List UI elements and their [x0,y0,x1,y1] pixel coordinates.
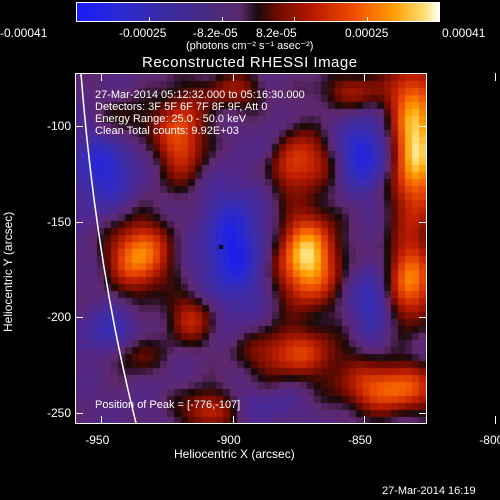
x-tick-mark [363,416,365,424]
colorbar-tick-label-1: -0.00025 [119,26,167,40]
x-tick-label: -800 [479,433,500,447]
x-tick-mark [495,416,497,424]
colorbar-tick-label-0: -0.00041 [0,26,48,40]
rhessi-heatmap [76,74,426,423]
x-tick-label: -950 [85,433,110,447]
y-tick-mark-right [419,221,427,223]
y-tick-mark [75,412,83,414]
colorbar-tick [439,17,440,22]
info-line-2: Energy Range: 25.0 - 50.0 keV [95,113,247,125]
colorbar-units-label: (photons cm⁻² s⁻¹ asec⁻²) [186,40,314,52]
x-tick-label: -850 [347,433,372,447]
x-tick-mark-top [495,73,497,81]
x-tick-mark-top [232,73,234,81]
plot-area: 27-Mar-2014 05:12:32.000 to 05:16:30.000… [75,73,427,424]
y-tick-mark [75,126,83,128]
colorbar-tick-label-2: -8.2e-05 [193,26,238,40]
y-tick-label: -250 [46,405,71,420]
colorbar-tick-label-3: 8.2e-05 [256,26,297,40]
x-tick-mark-top [101,73,103,81]
colorbar-tick [221,17,223,22]
center-marker [219,245,223,249]
y-tick-label: -100 [46,119,71,134]
plot-title: Reconstructed RHESSI Image [142,54,358,71]
x-tick-mark [232,416,234,424]
timestamp: 27-Mar-2014 16:19 [382,485,476,497]
limb-curve [80,74,137,423]
plot-overlay [80,74,223,423]
info-line-3: Clean Total counts: 9.92E+03 [95,125,239,137]
y-tick-mark [75,317,83,319]
x-axis-title: Heliocentric X (arcsec) [174,447,295,461]
colorbar-tick [76,17,77,22]
info-line-0: 27-Mar-2014 05:12:32.000 to 05:16:30.000 [95,89,305,101]
y-tick-label: -150 [46,214,71,229]
y-tick-mark-right [419,126,427,128]
colorbar-tick [148,17,150,22]
x-tick-mark-top [363,73,365,81]
y-tick-label: -200 [46,310,71,325]
colorbar-tick [367,17,369,22]
colorbar-tick-label-5: 0.00041 [442,26,486,40]
y-axis-title: Heliocentric Y (arcsec) [1,211,15,332]
x-tick-mark [101,416,103,424]
colorbar [76,2,440,22]
x-tick-label: -900 [216,433,241,447]
y-tick-mark-right [419,412,427,414]
y-tick-mark [75,221,83,223]
colorbar-tick [294,17,296,22]
colorbar-tick-label-4: 0.00025 [345,26,389,40]
info-line-1: Detectors: 3F 5F 6F 7F 8F 9F, Att 0 [95,101,268,113]
y-tick-mark-right [419,317,427,319]
peak-position-label: Position of Peak = [-776,-107] [95,399,241,411]
